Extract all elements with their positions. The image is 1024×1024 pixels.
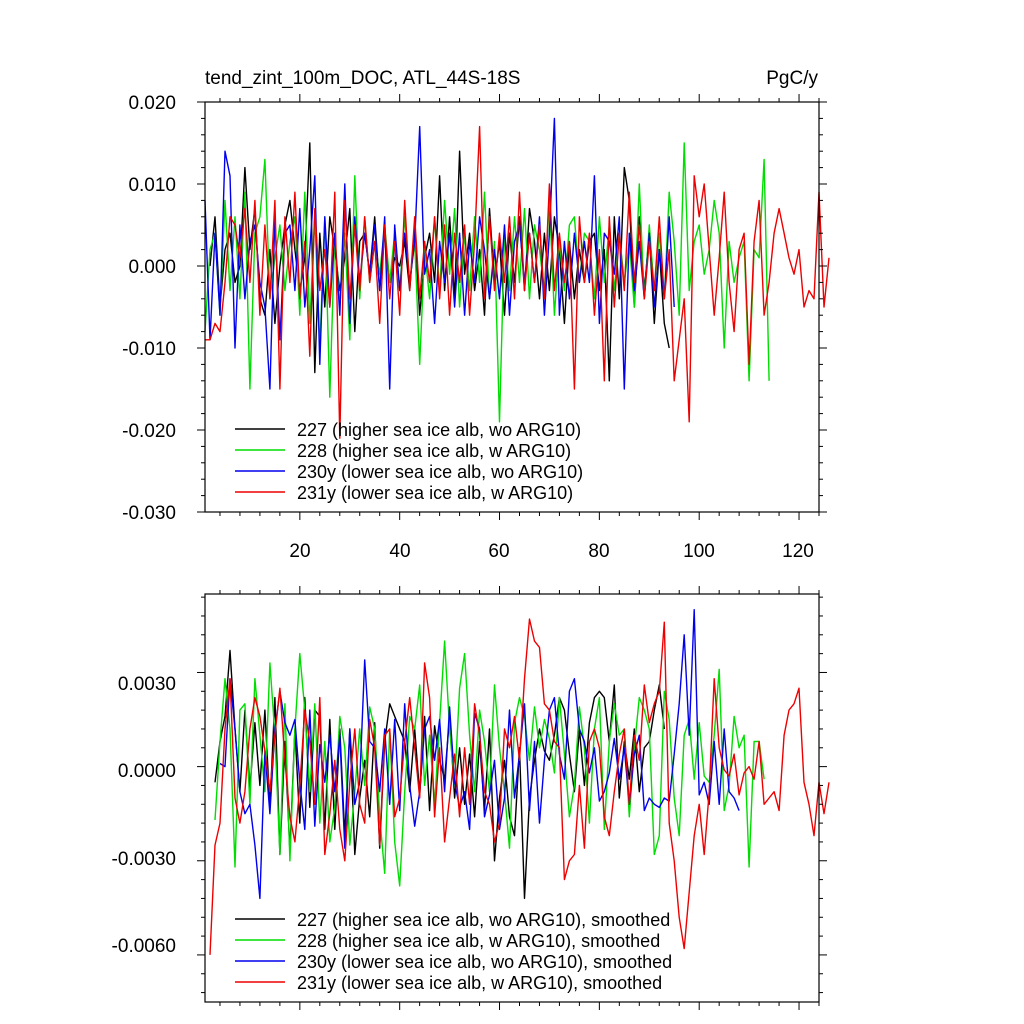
bottom-y-tick-label: 0.0030 xyxy=(118,674,176,695)
bottom-series-group xyxy=(209,609,830,955)
top-x-tick-label: 120 xyxy=(782,541,814,562)
top-units: PgC/y xyxy=(766,68,818,89)
top-series-group xyxy=(204,117,830,439)
top-series-line xyxy=(209,142,670,382)
bottom-panel: 0.0030 0.0000 -0.0030 -0.0060 227 (highe… xyxy=(112,586,830,1010)
bottom-legend: 227 (higher sea ice alb, wo ARG10), smoo… xyxy=(235,910,672,993)
top-x-tick-labels: 20 40 60 80 100 120 xyxy=(289,541,813,562)
bottom-legend-label: 231y (lower sea ice alb, w ARG10), smoot… xyxy=(297,973,662,993)
top-legend-label: 230y (lower sea ice alb, wo ARG10) xyxy=(297,462,583,482)
top-y-tick-label: 0.010 xyxy=(128,175,176,196)
top-y-tick-label: -0.020 xyxy=(122,421,176,442)
bottom-axes xyxy=(197,586,827,1010)
top-y-tick-label: -0.010 xyxy=(122,339,176,360)
bottom-y-tick-label: 0.0000 xyxy=(118,761,176,782)
bottom-plot-frame xyxy=(204,593,820,1003)
bottom-y-tick-labels: 0.0030 0.0000 -0.0030 -0.0060 xyxy=(112,674,176,957)
bottom-legend-label: 227 (higher sea ice alb, wo ARG10), smoo… xyxy=(297,910,670,930)
top-y-tick-labels: 0.020 0.010 0.000 -0.010 -0.020 -0.030 xyxy=(122,93,176,524)
top-series-line xyxy=(205,125,830,439)
top-series-line xyxy=(204,142,770,423)
top-title: tend_zint_100m_DOC, ATL_44S-18S xyxy=(205,68,520,89)
top-plot-frame xyxy=(204,101,820,513)
top-legend-label: 227 (higher sea ice alb, wo ARG10) xyxy=(297,420,581,440)
top-x-tick-label: 60 xyxy=(488,541,509,562)
top-y-tick-label: 0.020 xyxy=(128,93,176,114)
top-x-tick-label: 40 xyxy=(389,541,410,562)
bottom-series-line xyxy=(209,618,830,955)
bottom-legend-label: 228 (higher sea ice alb, w ARG10), smoot… xyxy=(297,931,660,951)
top-y-tick-label: -0.030 xyxy=(122,503,176,524)
top-legend-label: 231y (lower sea ice alb, w ARG10) xyxy=(297,483,573,503)
top-x-tick-label: 20 xyxy=(289,541,310,562)
top-x-tick-label: 80 xyxy=(588,541,609,562)
bottom-y-tick-label: -0.0030 xyxy=(112,849,176,870)
top-x-tick-label: 100 xyxy=(683,541,715,562)
top-y-tick-label: 0.000 xyxy=(128,257,176,278)
top-axes xyxy=(197,94,827,520)
bottom-y-tick-label: -0.0060 xyxy=(112,936,176,957)
bottom-legend-label: 230y (lower sea ice alb, wo ARG10), smoo… xyxy=(297,952,672,972)
top-legend-label: 228 (higher sea ice alb, w ARG10) xyxy=(297,441,571,461)
bottom-series-line xyxy=(219,609,740,900)
top-panel: tend_zint_100m_DOC, ATL_44S-18S PgC/y 0.… xyxy=(122,68,830,562)
top-legend: 227 (higher sea ice alb, wo ARG10) 228 (… xyxy=(235,420,583,503)
